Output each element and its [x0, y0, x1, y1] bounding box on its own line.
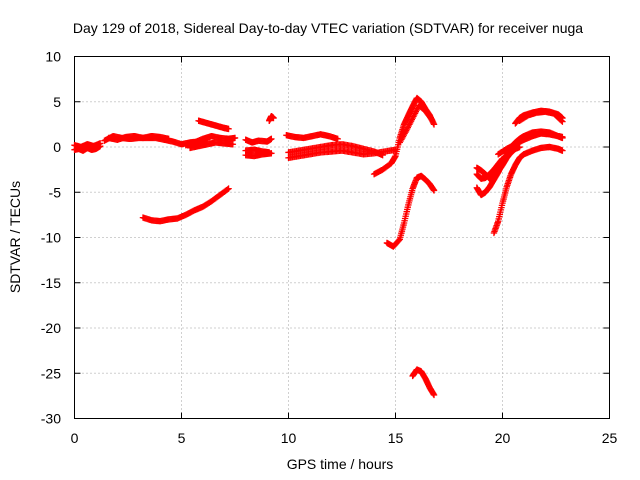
series-arc-2b [186, 139, 237, 152]
data-point [231, 134, 239, 142]
data-point [268, 135, 275, 143]
data-point [427, 115, 435, 122]
data-point [395, 237, 403, 244]
data-point [559, 118, 566, 125]
chart-title: Day 129 of 2018, Sidereal Day-to-day VTE… [73, 20, 583, 36]
x-tick-label: 20 [495, 430, 511, 446]
series-arc-5d [266, 113, 277, 124]
series-arc-1b [105, 132, 172, 143]
series-arc-3 [195, 117, 232, 133]
x-tick-label: 25 [602, 430, 618, 446]
y-tick-label: -10 [41, 230, 61, 246]
data-point [270, 114, 277, 122]
data-point [229, 141, 237, 148]
data-point [225, 185, 232, 192]
data-point [559, 147, 566, 154]
series-arc-5 [242, 135, 275, 146]
x-tick-label: 15 [388, 430, 404, 446]
series-arc-6 [283, 131, 341, 143]
x-tick-labels: 0 5 10 15 20 25 [71, 430, 618, 446]
x-tick-label: 5 [178, 430, 186, 446]
series-arc-12 [490, 143, 566, 237]
data-point [224, 186, 231, 193]
data-point [165, 135, 172, 143]
data-point [428, 116, 436, 124]
series-arc-4 [139, 185, 232, 225]
series-arc-6c [285, 146, 399, 162]
data-point [430, 391, 438, 399]
grid [74, 56, 610, 419]
data-point [559, 133, 566, 141]
y-axis-label: SDTVAR / TECUs [7, 181, 23, 293]
data-point [268, 150, 275, 157]
y-tick-labels: 10 5 0 -5 -10 -15 -20 -25 -30 [41, 49, 61, 427]
series-arc-14 [495, 130, 566, 158]
axis-ticks [74, 56, 610, 419]
series-arc-9 [409, 366, 438, 399]
data-point [334, 135, 341, 143]
y-tick-label: 10 [45, 49, 61, 65]
y-tick-label: -20 [41, 320, 61, 336]
x-tick-label: 0 [71, 430, 79, 446]
series-arc-10b [473, 155, 506, 182]
data-point [430, 187, 438, 194]
y-tick-label: -30 [41, 411, 61, 427]
y-tick-label: -25 [41, 365, 61, 381]
x-tick-label: 10 [281, 430, 297, 446]
data-point [96, 140, 104, 147]
data-points [71, 94, 566, 399]
data-point [558, 117, 565, 124]
series-arc-5c [242, 150, 275, 160]
data-point [430, 121, 438, 128]
y-tick-label: 0 [53, 139, 61, 155]
data-point [225, 125, 232, 133]
series-arc-13b [516, 108, 566, 125]
y-tick-label: -15 [41, 275, 61, 291]
x-axis-label: GPS time / hours [287, 456, 394, 472]
y-tick-label: -5 [49, 184, 62, 200]
series-arc-7b [396, 102, 436, 146]
y-tick-label: 5 [53, 94, 61, 110]
series-arc-early-b [71, 140, 104, 151]
series-arc-8 [383, 172, 438, 250]
